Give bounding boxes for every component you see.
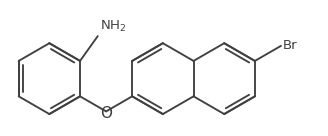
Text: NH$_2$: NH$_2$ (99, 18, 126, 34)
Text: Br: Br (283, 39, 297, 52)
Text: O: O (100, 106, 112, 121)
